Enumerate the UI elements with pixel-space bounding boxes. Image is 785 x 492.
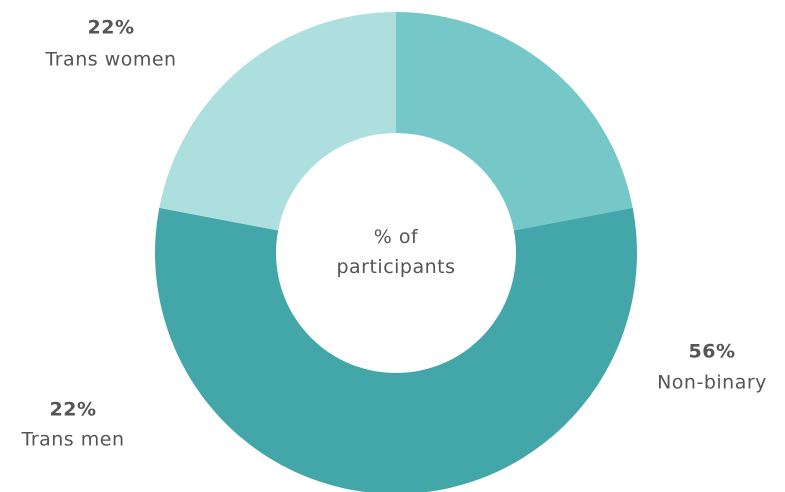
center-label: % of participants <box>336 226 456 278</box>
category-label: Trans women <box>44 49 176 71</box>
donut-segment <box>159 12 396 231</box>
value-label: 56% <box>689 341 736 363</box>
value-label: 22% <box>88 17 135 39</box>
value-label: 22% <box>50 399 97 421</box>
category-label: Non-binary <box>657 372 767 394</box>
donut-segment <box>155 207 637 492</box>
donut-segment <box>396 12 633 231</box>
category-label: Trans men <box>21 429 125 451</box>
